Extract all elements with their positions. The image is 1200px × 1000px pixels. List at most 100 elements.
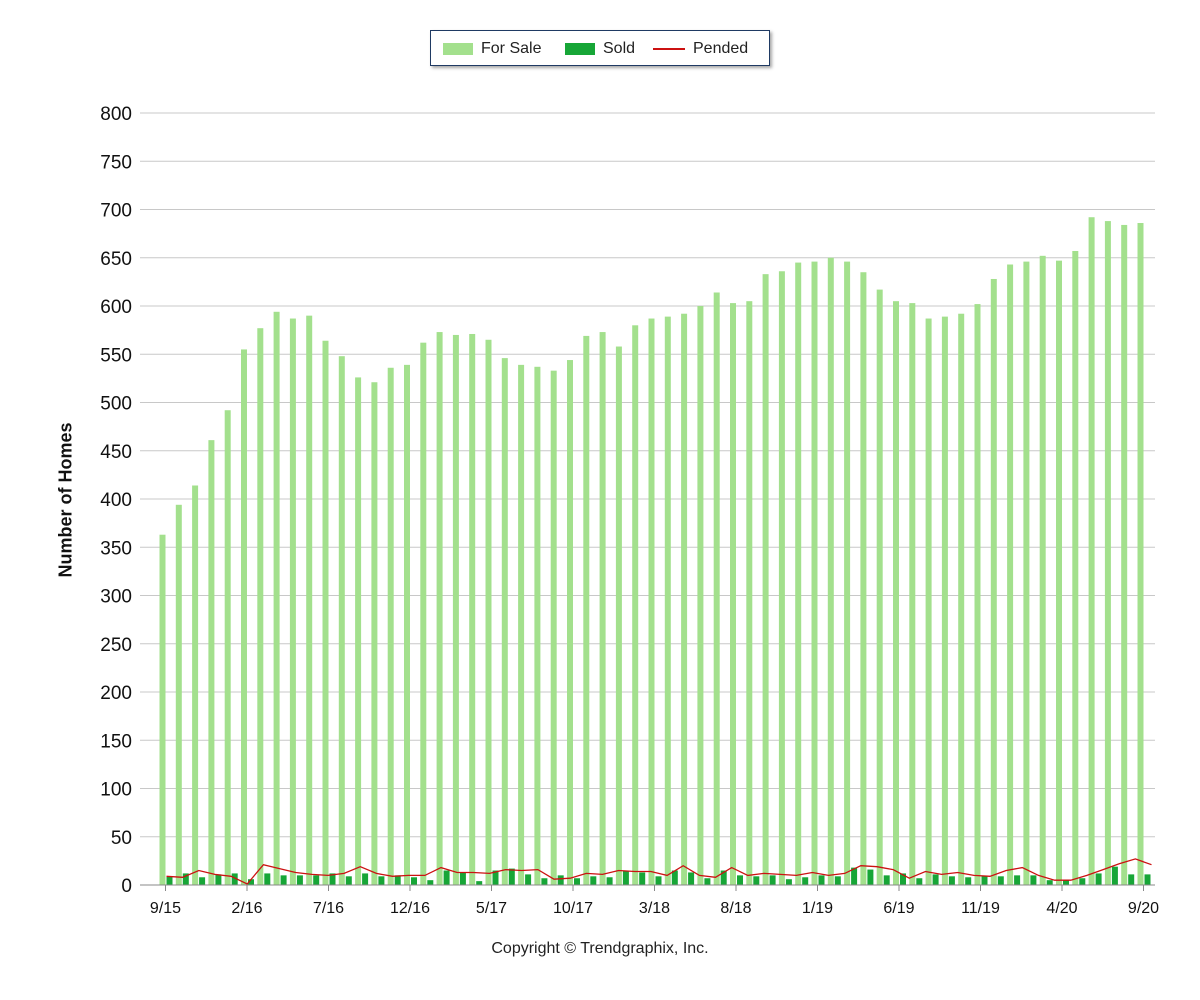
for-sale-bar [697, 306, 704, 885]
sold-bar [704, 878, 711, 885]
for-sale-bar [322, 340, 329, 885]
legend-label-for-sale: For Sale [481, 40, 542, 57]
sold-bar [378, 876, 385, 885]
for-sale-bar [958, 313, 965, 886]
for-sale-bar [778, 271, 785, 885]
sold-bar [296, 875, 303, 885]
y-tick-label: 50 [111, 828, 132, 849]
x-tick-label: 7/16 [313, 900, 344, 917]
sold-bar [900, 873, 906, 885]
for-sale-bar [273, 311, 280, 885]
for-sale-bar [452, 334, 459, 885]
for-sale-bar [583, 335, 590, 885]
y-tick-label: 0 [121, 876, 132, 897]
for-sale-swatch-icon [443, 43, 473, 55]
y-tick-label: 650 [100, 249, 132, 270]
sold-bar [720, 870, 727, 885]
x-tick-label: 2/16 [231, 900, 262, 917]
x-tick-label: 8/18 [720, 900, 751, 917]
for-sale-bar [615, 346, 622, 885]
for-sale-bar [1121, 224, 1128, 885]
y-tick-label: 100 [100, 780, 132, 801]
for-sale-bar [1023, 261, 1030, 885]
x-tick-label: 5/17 [476, 900, 507, 917]
for-sale-bar [746, 301, 753, 885]
for-sale-bar [893, 301, 899, 885]
for-sale-bar [1039, 255, 1046, 885]
for-sale-bar [941, 316, 948, 885]
for-sale-bar [1007, 264, 1014, 885]
for-sale-bar [208, 440, 215, 885]
for-sale-bar [811, 261, 818, 885]
y-axis-title: Number of Homes [55, 422, 76, 578]
sold-bar [671, 870, 678, 885]
for-sale-bar [599, 332, 606, 885]
x-tick-label: 6/19 [883, 900, 914, 917]
for-sale-bar [550, 370, 557, 885]
for-sale-bar [159, 534, 166, 885]
sold-bar [606, 877, 613, 885]
for-sale-bar [1072, 250, 1079, 885]
for-sale-bar [534, 366, 541, 885]
y-tick-label: 500 [100, 394, 132, 415]
y-tick-label: 350 [100, 538, 132, 559]
for-sale-bar [420, 342, 427, 885]
sold-bar [443, 870, 450, 885]
sold-swatch-icon [565, 43, 595, 55]
sold-bar [834, 876, 841, 885]
sold-bar [655, 876, 662, 885]
sold-bar [1030, 875, 1037, 885]
x-tick-label: 12/16 [390, 900, 430, 917]
pended-series-line [166, 858, 1152, 885]
y-tick-label: 200 [100, 683, 132, 704]
sold-bar [997, 876, 1004, 885]
for-sale-bar [1088, 217, 1095, 886]
for-sale-bar [338, 356, 345, 885]
sold-bar [476, 881, 483, 885]
for-sale-bar [795, 262, 802, 885]
for-sale-bar [990, 278, 997, 886]
sold-bar [883, 875, 890, 885]
x-tick-label: 11/19 [961, 900, 1000, 917]
for-sale-bar [518, 364, 525, 885]
x-tick-label: 10/17 [553, 900, 593, 917]
legend-item-sold[interactable]: Sold [565, 31, 635, 67]
sold-bar [916, 878, 923, 885]
sold-bar [394, 875, 401, 885]
legend-item-pended[interactable]: Pended [653, 31, 748, 67]
legend-item-for-sale[interactable]: For Sale [443, 31, 541, 67]
sold-bar [785, 879, 792, 885]
for-sale-bar [387, 367, 394, 885]
sold-bar [981, 876, 988, 885]
for-sale-bar [632, 325, 639, 885]
for-sale-bar [925, 318, 932, 885]
sold-bar [345, 876, 352, 885]
sold-bar [753, 876, 760, 885]
y-tick-label: 450 [100, 442, 132, 463]
sold-bar [688, 872, 695, 885]
sold-bar [867, 869, 874, 885]
x-tick-label: 3/18 [639, 900, 670, 917]
for-sale-bar [713, 292, 720, 885]
sold-bar [525, 874, 532, 885]
for-sale-bar [224, 410, 231, 885]
x-tick-label: 9/20 [1128, 900, 1159, 917]
sold-bar [639, 872, 646, 885]
sold-bar [802, 877, 809, 885]
for-sale-bar [844, 261, 851, 885]
sold-bar [574, 878, 580, 885]
y-tick-label: 550 [100, 345, 132, 366]
sold-bar [231, 873, 238, 885]
sold-bar [199, 877, 206, 885]
for-sale-bar [876, 289, 883, 886]
y-tick-label: 250 [100, 635, 132, 656]
sold-bar [166, 876, 173, 885]
sold-bar [362, 873, 369, 885]
sold-bar [932, 874, 939, 885]
for-sale-bar [1056, 260, 1062, 885]
for-sale-bar [257, 328, 264, 885]
sold-bar [1095, 873, 1102, 885]
sold-bar [622, 870, 629, 885]
sold-bar [1063, 880, 1069, 885]
sold-bar [1144, 874, 1151, 885]
